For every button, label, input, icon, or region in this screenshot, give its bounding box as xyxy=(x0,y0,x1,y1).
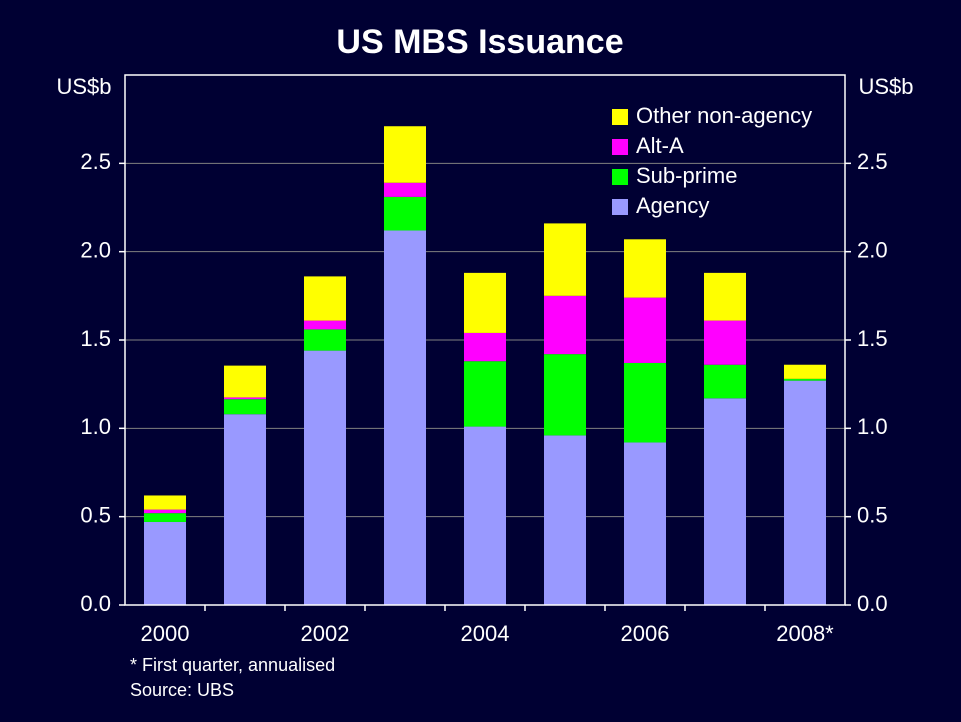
x-tick-label: 2006 xyxy=(621,621,670,646)
legend-label: Agency xyxy=(636,193,709,218)
bar-segment xyxy=(624,239,666,298)
y2-tick-label: 1.5 xyxy=(857,326,888,351)
footnote: * First quarter, annualised xyxy=(130,655,335,675)
bar-segment xyxy=(144,509,186,514)
legend-label: Sub-prime xyxy=(636,163,737,188)
y-tick-label: 2.0 xyxy=(80,237,111,262)
bar-segment xyxy=(224,399,266,415)
legend-swatch xyxy=(612,139,628,155)
bar-segment xyxy=(704,398,746,605)
bar-segment xyxy=(304,329,346,351)
bar-segment xyxy=(544,435,586,605)
x-tick-label: 2004 xyxy=(461,621,510,646)
bar-segment xyxy=(224,414,266,605)
bar-segment xyxy=(384,230,426,605)
bar-segment xyxy=(384,182,426,197)
bar-segment xyxy=(384,196,426,231)
bar-segment xyxy=(544,295,586,355)
source-note: Source: UBS xyxy=(130,680,234,700)
bar-segment xyxy=(464,361,506,427)
y2-tick-label: 1.0 xyxy=(857,414,888,439)
plot-frame xyxy=(124,74,846,606)
bar-segment xyxy=(304,320,346,330)
bar-segment xyxy=(704,320,746,365)
bar-segment xyxy=(624,297,666,363)
bar-segment xyxy=(304,350,346,605)
y-tick-label: 0.0 xyxy=(80,591,111,616)
bar-segment xyxy=(464,272,506,333)
bar-segment xyxy=(224,397,266,400)
bar-segment xyxy=(624,442,666,605)
bar-segment xyxy=(144,495,186,510)
legend-label: Other non-agency xyxy=(636,103,812,128)
bar-segment xyxy=(304,276,346,321)
x-tick-label: 2002 xyxy=(301,621,350,646)
y2-tick-label: 0.5 xyxy=(857,502,888,527)
y-tick-label: 2.5 xyxy=(80,149,111,174)
y-tick-label: 1.0 xyxy=(80,414,111,439)
bar-segment xyxy=(704,272,746,321)
legend-label: Alt-A xyxy=(636,133,684,158)
bar-segment xyxy=(544,354,586,436)
x-tick-label: 2000 xyxy=(141,621,190,646)
x-tick-label: 2008* xyxy=(776,621,834,646)
bar-segment xyxy=(464,332,506,362)
y-axis-label: US$b xyxy=(56,74,111,99)
bar-segment xyxy=(704,364,746,399)
y2-axis-label: US$b xyxy=(858,74,913,99)
y-tick-label: 1.5 xyxy=(80,326,111,351)
bar-segment xyxy=(544,223,586,296)
bar-segment xyxy=(144,513,186,522)
y2-tick-label: 2.5 xyxy=(857,149,888,174)
y2-tick-label: 2.0 xyxy=(857,237,888,262)
legend-swatch xyxy=(612,199,628,215)
bar-segment xyxy=(384,126,426,183)
bar-segment xyxy=(464,426,506,605)
legend-swatch xyxy=(612,109,628,125)
bar-segment xyxy=(784,380,826,605)
bar-segment xyxy=(784,364,826,379)
y2-tick-label: 0.0 xyxy=(857,591,888,616)
y-tick-label: 0.5 xyxy=(80,502,111,527)
bar-segment xyxy=(144,521,186,605)
bar-segment xyxy=(784,378,826,381)
bar-segment xyxy=(624,362,666,443)
chart-title: US MBS Issuance xyxy=(336,23,623,61)
bar-segment xyxy=(224,365,266,398)
legend-swatch xyxy=(612,169,628,185)
